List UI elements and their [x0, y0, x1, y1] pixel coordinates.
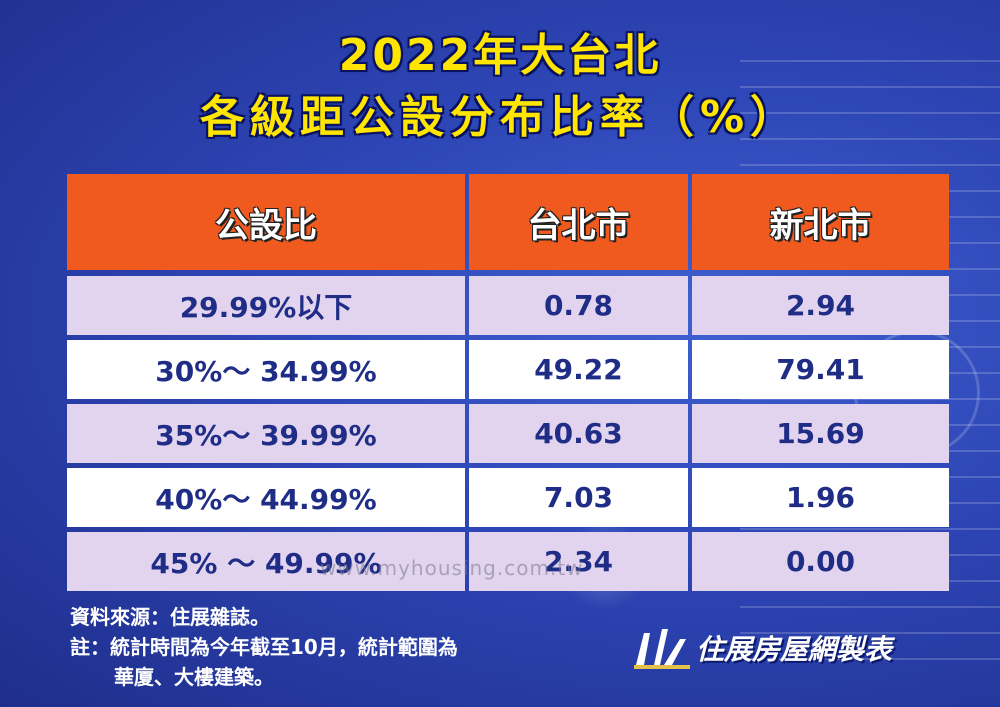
- scope-note-line1: 註：統計時間為今年截至10月，統計範圍為: [70, 635, 458, 659]
- header-ratio: 公設比: [67, 174, 465, 270]
- scope-note-line2: 華廈、大樓建築。: [114, 665, 274, 689]
- cell-range: 45% ～ 49.99%: [67, 532, 465, 591]
- table-row: 45% ～ 49.99% 2.34 0.00: [67, 532, 949, 591]
- house-logo-icon: [630, 625, 696, 671]
- header-taipei: 台北市: [469, 174, 688, 270]
- cell-new-taipei: 0.00: [692, 532, 949, 591]
- cell-range: 35%～ 39.99%: [67, 404, 465, 463]
- table-row: 35%～ 39.99% 40.63 15.69: [67, 404, 949, 463]
- table-header-row: 公設比 台北市 新北市: [67, 174, 949, 270]
- cell-taipei: 49.22: [469, 340, 688, 399]
- table-row: 30%～ 34.99% 49.22 79.41: [67, 340, 949, 399]
- cell-taipei: 40.63: [469, 404, 688, 463]
- ratio-table: 公設比 台北市 新北市 29.99%以下 0.78 2.94 30%～ 34.9…: [67, 174, 949, 596]
- header-new-taipei: 新北市: [692, 174, 949, 270]
- cell-new-taipei: 15.69: [692, 404, 949, 463]
- page-title-line1: 2022年大台北: [338, 30, 662, 81]
- cell-range: 40%～ 44.99%: [67, 468, 465, 527]
- cell-range: 30%～ 34.99%: [67, 340, 465, 399]
- source-note: 資料來源：住展雜誌。: [70, 605, 270, 629]
- cell-taipei: 7.03: [469, 468, 688, 527]
- table-row: 40%～ 44.99% 7.03 1.96: [67, 468, 949, 527]
- footnotes: 資料來源：住展雜誌。 註：統計時間為今年截至10月，統計範圍為 華廈、大樓建築。: [70, 602, 458, 692]
- cell-taipei: 0.78: [469, 276, 688, 335]
- page-title-line2: 各級距公設分布比率（%）: [199, 92, 801, 143]
- cell-new-taipei: 1.96: [692, 468, 949, 527]
- logo-text: 住展房屋網製表: [696, 633, 893, 666]
- table-row: 29.99%以下 0.78 2.94: [67, 276, 949, 335]
- cell-new-taipei: 79.41: [692, 340, 949, 399]
- cell-new-taipei: 2.94: [692, 276, 949, 335]
- cell-taipei: 2.34: [469, 532, 688, 591]
- website-watermark: www.myhousing.com.tw: [320, 556, 584, 580]
- publisher-logo: 住展房屋網製表: [630, 625, 892, 671]
- cell-range: 29.99%以下: [67, 276, 465, 335]
